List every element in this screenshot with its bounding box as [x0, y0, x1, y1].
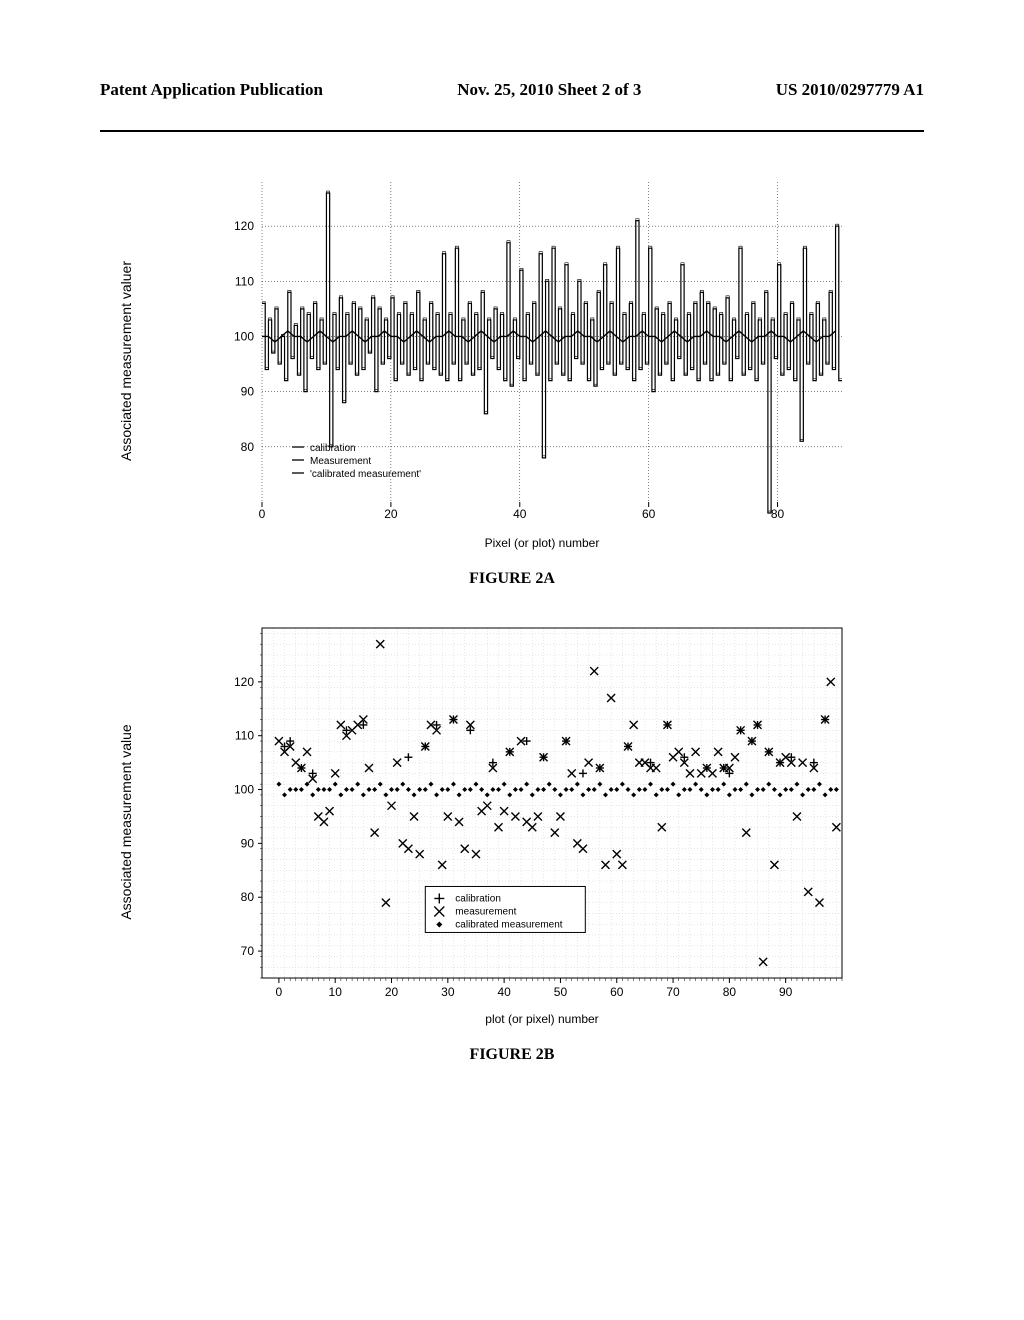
page: Patent Application Publication Nov. 25, … [0, 0, 1024, 1134]
svg-text:110: 110 [235, 729, 254, 743]
page-header: Patent Application Publication Nov. 25, … [100, 80, 924, 100]
svg-text:20: 20 [384, 507, 398, 521]
svg-text:calibration: calibration [455, 893, 501, 904]
figure-2b-wrap: Associated measurement value 70809010011… [152, 618, 872, 1026]
svg-text:120: 120 [234, 675, 254, 689]
svg-text:10: 10 [329, 985, 343, 999]
fig2a-xlabel: Pixel (or plot) number [212, 536, 872, 550]
svg-text:calibrated measurement: calibrated measurement [455, 919, 562, 930]
svg-text:70: 70 [666, 985, 680, 999]
figure-2a-chart: 80 90 100 110 120 0 20 40 60 80 calibration Measure… [212, 172, 852, 532]
svg-text:80: 80 [771, 507, 785, 521]
svg-text:0: 0 [276, 985, 283, 999]
svg-text:100: 100 [234, 783, 254, 797]
svg-text:120: 120 [234, 219, 254, 233]
svg-text:Measurement: Measurement [310, 456, 371, 467]
header-left: Patent Application Publication [100, 80, 323, 100]
svg-text:90: 90 [241, 836, 255, 850]
svg-text:110: 110 [235, 274, 254, 288]
fig2a-title: FIGURE 2A [60, 570, 964, 588]
fig2b-ylabel: Associated measurement value [118, 724, 134, 919]
figure-2b-chart: 70 80 90 100 110 120 0 10 20 30 40 50 60 70 80 90 calibr… [212, 618, 852, 1008]
figure-2a-wrap: Associated measurement valuer 8090100110… [152, 172, 872, 550]
svg-text:80: 80 [241, 890, 255, 904]
svg-text:40: 40 [513, 507, 527, 521]
svg-text:30: 30 [441, 985, 455, 999]
svg-text:40: 40 [497, 985, 511, 999]
svg-text:'calibrated measurement': 'calibrated measurement' [310, 469, 421, 480]
svg-text:50: 50 [554, 985, 568, 999]
svg-text:70: 70 [241, 944, 255, 958]
svg-text:60: 60 [610, 985, 624, 999]
svg-text:60: 60 [642, 507, 656, 521]
svg-text:90: 90 [779, 985, 793, 999]
svg-text:20: 20 [385, 985, 399, 999]
fig2b-xlabel: plot (or pixel) number [212, 1012, 872, 1026]
svg-text:measurement: measurement [455, 906, 516, 917]
header-right: US 2010/0297779 A1 [776, 80, 924, 100]
fig2a-ylabel: Associated measurement valuer [118, 261, 134, 461]
svg-text:80: 80 [241, 440, 255, 454]
fig2b-title: FIGURE 2B [60, 1046, 964, 1064]
header-rule [100, 130, 924, 132]
svg-text:90: 90 [241, 385, 255, 399]
svg-text:100: 100 [234, 329, 254, 343]
svg-text:0: 0 [259, 507, 266, 521]
header-center: Nov. 25, 2010 Sheet 2 of 3 [457, 80, 641, 100]
svg-text:calibration: calibration [310, 443, 356, 454]
svg-text:80: 80 [723, 985, 737, 999]
